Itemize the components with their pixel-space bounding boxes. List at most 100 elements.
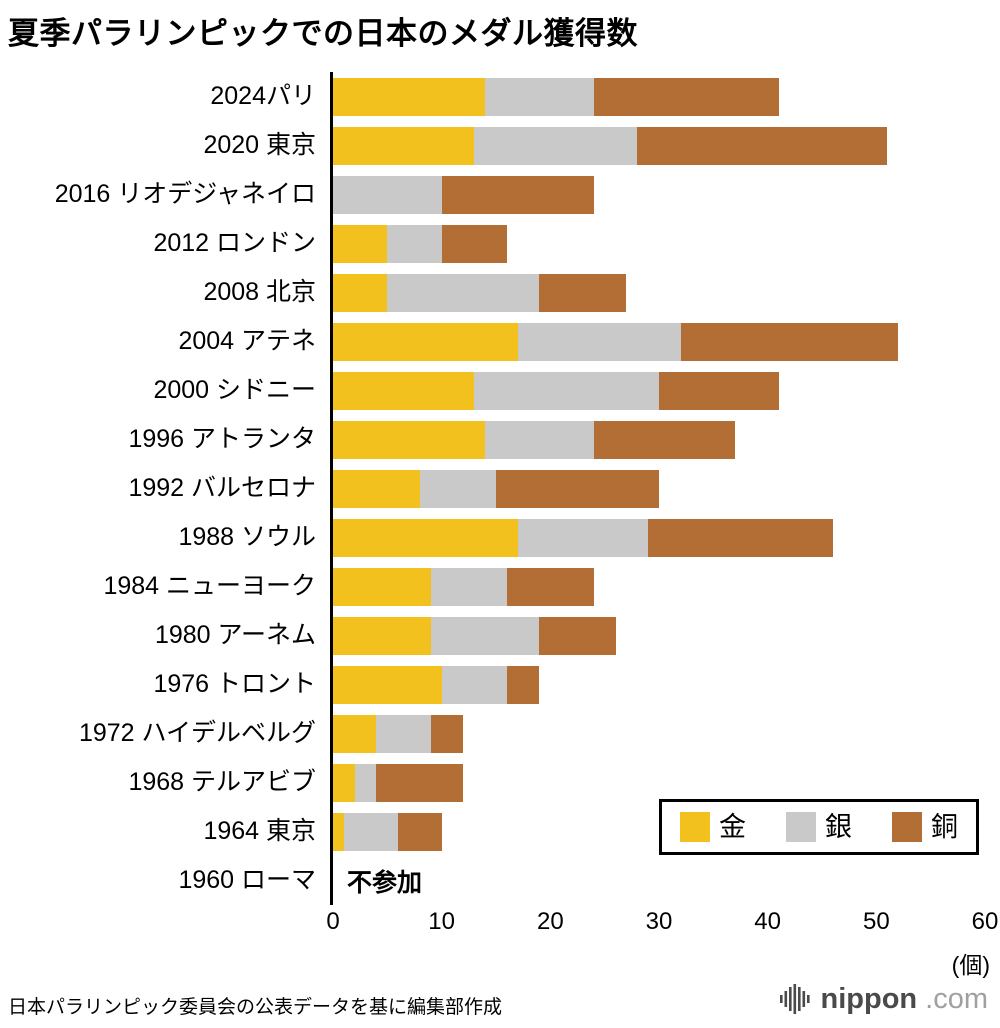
bar-segment-bronze [637,126,888,165]
bar-area [333,714,985,753]
category-label: 2016 リオデジャネイロ [54,180,316,208]
bar-area [333,77,985,116]
bar-segment-gold [333,420,486,459]
x-tick-label: 20 [536,908,564,935]
category-label: 1988 ソウル [178,523,316,551]
chart-row: 2004 アテネ [0,317,1000,366]
bar-segment-bronze [441,224,507,263]
row-plot [330,513,1000,562]
legend-label-gold: 金 [719,811,746,842]
bar-segment-silver [419,469,496,508]
x-axis: 0 10 20 30 40 50 60 [326,908,998,940]
bar-segment-gold [333,469,420,508]
row-plot [330,807,1000,856]
chart-row: 1988 ソウル [0,513,1000,562]
bar-segment-bronze [593,420,736,459]
chart-row: 1996 アトランタ [0,415,1000,464]
category-label: 1984 ニューヨーク [103,572,316,600]
soundwave-icon [779,984,810,1014]
legend: 金 銀 銅 [659,799,979,855]
bar-segment-silver [517,518,649,557]
legend-label-silver: 銀 [825,811,852,842]
bar-segment-silver [387,224,442,263]
bar-segment-bronze [539,616,616,655]
bar-segment-bronze [398,812,442,851]
chart-row: 2012 ロンドン [0,219,1000,268]
category-label: 1964 東京 [203,817,316,845]
bar-area [333,322,985,361]
legend-label-bronze: 銅 [931,811,958,842]
legend-item-bronze: 銅 [892,812,958,842]
chart-row: 2008 北京 [0,268,1000,317]
chart-row: 2024パリ [0,72,1000,121]
category-label: 2000 シドニー [153,376,316,404]
bar-area [333,224,985,263]
bar-segment-silver [430,616,540,655]
category-label: 2020 東京 [203,131,316,159]
bar-segment-gold [333,616,431,655]
category-label: 2008 北京 [203,278,316,306]
row-plot [330,170,1000,219]
bar-area [333,469,985,508]
row-plot [330,268,1000,317]
bar-segment-silver [474,371,659,410]
bar-segment-silver [441,665,507,704]
bar-segment-bronze [506,567,594,606]
chart-row: 2000 シドニー [0,366,1000,415]
chart-row: 1984 ニューヨーク [0,562,1000,611]
bar-segment-bronze [441,175,594,214]
category-label: 2024パリ [210,82,316,110]
bar-segment-silver [387,273,540,312]
bar-segment-silver [343,812,399,851]
chart-row: 2016 リオデジャネイロ [0,170,1000,219]
bar-area [333,763,985,802]
bar-segment-gold [333,812,344,851]
bar-segment-silver [485,77,594,116]
bar-segment-bronze [506,665,540,704]
bar-segment-bronze [593,77,779,116]
bar-area [333,175,985,214]
category-label: 1992 バルセロナ [128,474,316,502]
bar-segment-bronze [539,273,627,312]
nippon-com-logo: nippon .com [779,982,988,1016]
chart-row: 1960 ローマ 不参加 [0,856,1000,905]
bar-segment-gold [333,273,388,312]
bar-segment-gold [333,567,431,606]
bar-area [333,420,985,459]
source-note: 日本パラリンピック委員会の公表データを基に編集部作成 [8,997,503,1018]
bar-segment-silver [354,763,377,802]
bar-area [333,126,985,165]
bar-segment-bronze [680,322,899,361]
bar-segment-gold [333,714,377,753]
category-label: 2004 アテネ [178,327,316,355]
bar-segment-bronze [430,714,464,753]
no-participation-note: 不参加 [347,868,423,897]
x-tick-label: 60 [971,908,999,935]
category-label: 2012 ロンドン [153,229,316,257]
chart-title: 夏季パラリンピックでの日本のメダル獲得数 [8,16,638,51]
bar-segment-bronze [658,371,779,410]
row-plot [330,121,1000,170]
bar-segment-gold [333,77,486,116]
gold-swatch [680,812,710,842]
logo-name: nippon [820,982,918,1015]
chart-row: 1980 アーネム [0,611,1000,660]
row-plot [330,464,1000,513]
bar-segment-bronze [376,763,464,802]
chart-rows: 2024パリ 2020 東京 2016 リオデジャネイロ 2012 ロンドン 2008 … [0,72,1000,905]
bar-segment-bronze [495,469,659,508]
category-label: 1968 テルアビブ [128,768,316,796]
logo-suffix: .com [925,982,988,1015]
bar-segment-gold [333,763,355,802]
unit-label: (個) [951,952,990,978]
bar-segment-silver [376,714,431,753]
row-plot [330,562,1000,611]
bar-segment-silver [333,175,442,214]
bronze-swatch [892,812,922,842]
bar-segment-silver [430,567,507,606]
legend-item-silver: 銀 [786,812,852,842]
row-plot [330,72,1000,121]
chart-row: 1976 トロント [0,660,1000,709]
bar-segment-bronze [648,518,833,557]
